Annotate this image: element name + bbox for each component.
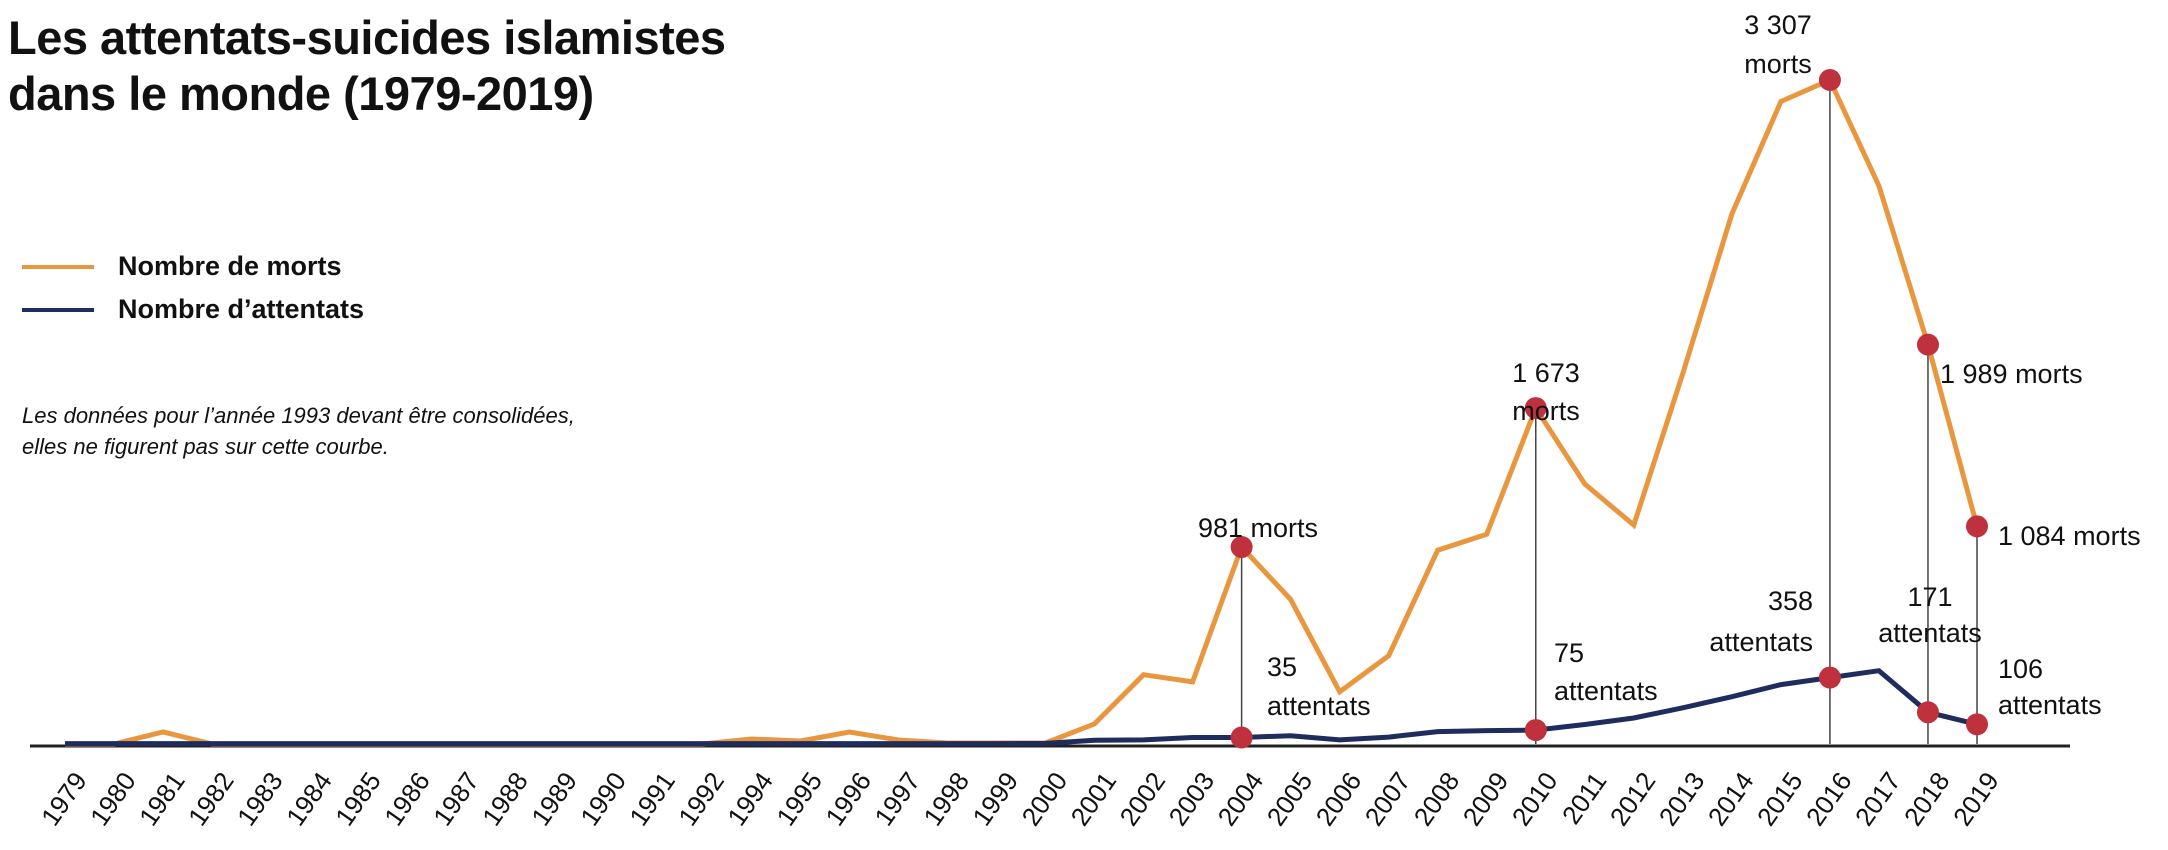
- annotation-deaths-2018: 1 989 morts: [1940, 359, 2083, 389]
- attacks-line: [65, 668, 1978, 747]
- chart-title-line2: dans le monde (1979-2019): [8, 67, 594, 120]
- annotation-deaths-2010-value: 1 673: [1512, 358, 1580, 388]
- chart-title: Les attentats-suicides islamistes dans l…: [8, 10, 726, 122]
- x-tick-label: 1998: [917, 767, 975, 832]
- x-tick-label: 2008: [1408, 767, 1466, 832]
- x-tick-label: 2007: [1359, 767, 1417, 832]
- x-tick-label: 1983: [231, 767, 289, 832]
- annotation-attacks-2004-value: 35: [1267, 652, 1297, 682]
- x-tick-label: 2013: [1653, 767, 1711, 832]
- legend-item-deaths: Nombre de morts: [22, 245, 364, 288]
- annotation-attacks-2016-value: 358: [1768, 586, 1813, 616]
- attacks-marker-2019: [1966, 713, 1988, 736]
- x-tick-label: 1980: [84, 767, 142, 832]
- x-tick-label: 2010: [1506, 767, 1564, 832]
- x-tick-label: 2003: [1162, 767, 1220, 832]
- x-tick-label: 2001: [1064, 767, 1122, 832]
- x-tick-label: 2018: [1898, 767, 1956, 832]
- legend-label-deaths: Nombre de morts: [118, 251, 342, 281]
- x-tick-label: 1995: [770, 767, 828, 832]
- x-tick-label: 2012: [1604, 767, 1662, 832]
- guide-lines: [1240, 80, 1978, 744]
- x-tick-label: 2016: [1800, 767, 1858, 832]
- annotation-attacks-2004-unit: attentats: [1267, 691, 1371, 721]
- legend: Nombre de morts Nombre d’attentats: [22, 245, 364, 331]
- x-tick-label: 1992: [672, 767, 730, 832]
- x-tick-label: 1991: [623, 767, 681, 832]
- x-tick-label: 2015: [1751, 767, 1809, 832]
- x-tick-label: 1999: [966, 767, 1024, 832]
- attacks-marker-2004: [1230, 726, 1253, 749]
- x-tick-label: 2002: [1113, 767, 1171, 832]
- attacks-marker-2018: [1916, 701, 1939, 724]
- x-tick-label: 1997: [868, 767, 926, 832]
- annotation-deaths-2016-value: 3 307: [1744, 10, 1812, 40]
- x-tick-label: 2014: [1702, 767, 1760, 832]
- legend-swatch-attacks: [22, 307, 94, 312]
- x-tick-label: 2011: [1556, 767, 1613, 830]
- x-tick-label: 2019: [1947, 767, 2005, 832]
- x-tick-label: 2009: [1457, 767, 1515, 832]
- x-tick-label: 1996: [819, 767, 877, 832]
- x-tick-label: 1986: [378, 767, 436, 832]
- x-tick-label: 1981: [133, 767, 191, 832]
- deaths-marker-2016: [1818, 69, 1841, 91]
- deaths-line: [65, 76, 1980, 747]
- x-tick-labels: 1979198019811982198319841985198619871988…: [35, 767, 2005, 832]
- annotation-deaths-2010-unit: morts: [1512, 396, 1580, 426]
- x-tick-label: 2004: [1212, 767, 1270, 832]
- x-tick-label: 1994: [721, 767, 779, 832]
- deaths-marker-2018: [1916, 333, 1939, 356]
- annotation-attacks-2010-value: 75: [1554, 638, 1584, 668]
- annotations: 981 morts 35 attentats 1 673 morts 75 at…: [1198, 10, 2141, 721]
- deaths-marker-2019: [1966, 515, 1988, 538]
- annotation-attacks-2010-unit: attentats: [1554, 676, 1658, 706]
- deaths-marker-2004: [1230, 536, 1253, 559]
- annotation-attacks-2019-unit: attentats: [1998, 690, 2102, 720]
- x-tick-label: 1984: [280, 767, 338, 832]
- x-tick-label: 1982: [182, 767, 240, 832]
- x-tick-label: 1987: [427, 767, 485, 832]
- legend-item-attacks: Nombre d’attentats: [22, 288, 364, 331]
- legend-swatch-deaths: [22, 264, 94, 269]
- x-tick-label: 1990: [574, 767, 632, 832]
- x-tick-label: 2006: [1310, 767, 1368, 832]
- annotation-attacks-2016-unit: attentats: [1709, 627, 1813, 657]
- annotation-deaths-2016-unit: morts: [1744, 49, 1812, 79]
- highlight-markers: [1230, 69, 1988, 749]
- annotation-attacks-2018-unit: attentats: [1878, 618, 1982, 648]
- annotation-attacks-2018-value: 171: [1907, 582, 1952, 612]
- annotation-deaths-2019: 1 084 morts: [1998, 521, 2141, 551]
- x-tick-label: 2017: [1849, 767, 1907, 832]
- series-lines: [65, 76, 1980, 747]
- annotation-deaths-2004: 981 morts: [1198, 513, 1318, 543]
- chart-title-line1: Les attentats-suicides islamistes: [8, 11, 726, 64]
- x-tick-label: 1989: [525, 767, 583, 832]
- data-note: Les données pour l’année 1993 devant êtr…: [22, 403, 575, 459]
- annotation-attacks-2019-value: 106: [1998, 654, 2043, 684]
- x-tick-label: 1985: [329, 767, 387, 832]
- x-tick-label: 1988: [476, 767, 534, 832]
- x-tick-label: 1979: [35, 767, 93, 832]
- deaths-marker-2010: [1524, 397, 1547, 420]
- attacks-marker-2016: [1818, 666, 1841, 689]
- attacks-marker-2010: [1524, 719, 1547, 742]
- x-tick-label: 2000: [1015, 767, 1073, 832]
- legend-label-attacks: Nombre d’attentats: [118, 294, 365, 324]
- x-tick-label: 2005: [1261, 767, 1319, 832]
